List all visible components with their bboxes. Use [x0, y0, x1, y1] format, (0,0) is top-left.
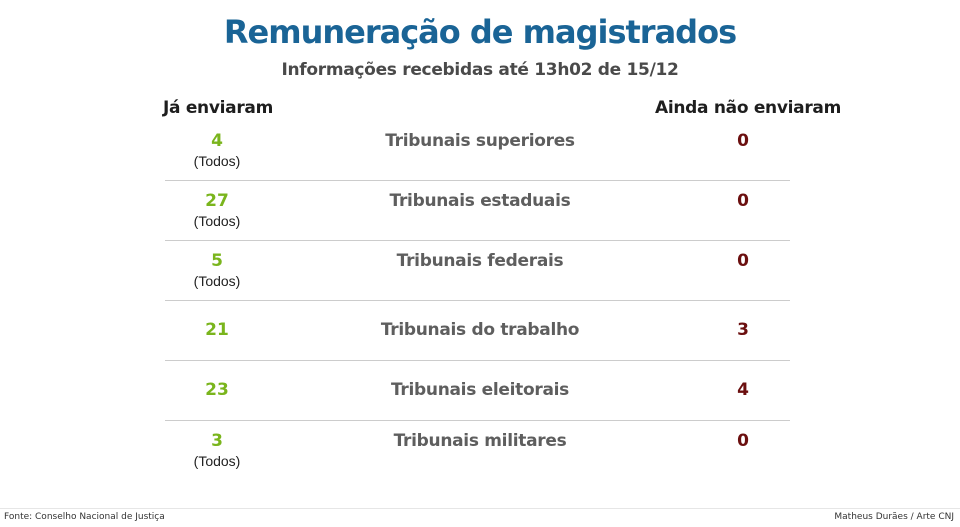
row-divider	[165, 360, 790, 361]
sent-count: 5	[211, 251, 223, 271]
row-divider	[165, 240, 790, 241]
pending-count: 3	[737, 320, 749, 340]
pending-count: 0	[737, 131, 749, 151]
sent-count: 4	[211, 131, 223, 151]
court-name: Tribunais estaduais	[389, 191, 571, 211]
table-row: 3 (Todos) Tribunais militares 0	[165, 421, 790, 481]
table-row: 27 (Todos) Tribunais estaduais 0	[165, 181, 790, 241]
table-row: 23 Tribunais eleitorais 4	[165, 361, 790, 421]
credit-note: Matheus Durães / Arte CNJ	[834, 512, 954, 522]
pending-count: 4	[737, 380, 749, 400]
sent-count: 27	[205, 191, 229, 211]
page-subtitle: Informações recebidas até 13h02 de 15/12	[281, 60, 679, 80]
page-title: Remuneração de magistrados	[223, 13, 737, 51]
table-row: 4 (Todos) Tribunais superiores 0	[165, 121, 790, 181]
footer-divider	[0, 508, 960, 509]
sent-note: (Todos)	[193, 273, 241, 289]
pending-count: 0	[737, 191, 749, 211]
sent-count: 3	[211, 431, 223, 451]
court-name: Tribunais federais	[396, 251, 564, 271]
table-row: 21 Tribunais do trabalho 3	[165, 301, 790, 361]
source-note: Fonte: Conselho Nacional de Justiça	[4, 512, 165, 522]
sent-note: (Todos)	[193, 453, 241, 469]
court-name: Tribunais eleitorais	[391, 380, 569, 400]
pending-count: 0	[737, 251, 749, 271]
row-divider	[165, 180, 790, 181]
pending-count: 0	[737, 431, 749, 451]
sent-column-header: Já enviaram	[163, 98, 273, 118]
court-name: Tribunais militares	[393, 431, 567, 451]
court-name: Tribunais do trabalho	[380, 320, 580, 340]
sent-count: 21	[205, 320, 229, 340]
sent-count: 23	[205, 380, 229, 400]
pending-column-header: Ainda não enviaram	[655, 98, 841, 118]
sent-note: (Todos)	[193, 153, 241, 169]
court-name: Tribunais superiores	[385, 131, 575, 151]
row-divider	[165, 420, 790, 421]
table-row: 5 (Todos) Tribunais federais 0	[165, 241, 790, 301]
sent-note: (Todos)	[193, 213, 241, 229]
row-divider	[165, 300, 790, 301]
